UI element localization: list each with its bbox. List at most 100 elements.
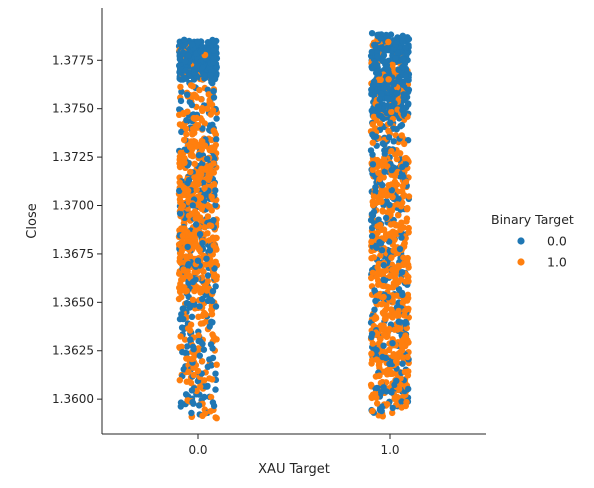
- data-point: [196, 303, 203, 310]
- data-point: [199, 240, 206, 247]
- data-point: [212, 244, 219, 252]
- legend: Binary Target 0.0 1.0: [491, 212, 574, 270]
- data-point: [404, 204, 411, 212]
- data-point: [388, 166, 395, 174]
- data-point: [368, 211, 376, 218]
- data-point: [368, 333, 375, 341]
- data-point: [197, 48, 205, 55]
- data-point: [178, 128, 185, 136]
- data-point: [393, 358, 400, 365]
- data-point: [188, 409, 195, 417]
- data-point: [211, 265, 218, 272]
- data-point: [395, 75, 402, 82]
- data-point: [184, 268, 191, 275]
- data-point: [379, 140, 386, 147]
- data-point: [386, 201, 393, 209]
- data-point: [382, 58, 389, 65]
- data-point: [189, 125, 197, 133]
- data-point: [209, 288, 217, 295]
- data-point: [185, 176, 193, 184]
- data-point: [383, 301, 390, 308]
- data-point: [405, 193, 413, 200]
- data-point: [204, 213, 212, 220]
- data-point: [189, 202, 196, 209]
- legend-title: Binary Target: [491, 212, 574, 227]
- data-point: [399, 63, 406, 71]
- data-point: [388, 254, 395, 261]
- data-point: [369, 407, 376, 415]
- data-point: [208, 311, 216, 318]
- data-point: [183, 131, 190, 138]
- data-point: [402, 44, 409, 51]
- data-point: [201, 393, 208, 401]
- data-point: [381, 147, 388, 154]
- data-point: [193, 186, 200, 193]
- data-point: [179, 275, 187, 283]
- data-point: [194, 122, 202, 129]
- data-point: [178, 248, 185, 255]
- data-point: [397, 226, 404, 234]
- data-point: [402, 278, 409, 285]
- data-point: [183, 378, 190, 385]
- data-point: [191, 287, 198, 295]
- data-point: [398, 347, 406, 354]
- data-point: [374, 400, 381, 407]
- data-point: [176, 179, 183, 186]
- data-point: [209, 107, 217, 114]
- data-point: [183, 117, 190, 124]
- data-point: [176, 315, 184, 323]
- data-point: [389, 404, 396, 412]
- data-point: [373, 292, 381, 299]
- data-point: [389, 340, 396, 347]
- data-point: [369, 269, 376, 276]
- data-point: [378, 198, 385, 205]
- data-point: [192, 221, 200, 228]
- data-point: [196, 231, 204, 238]
- data-point: [378, 90, 385, 97]
- data-point: [370, 78, 378, 85]
- data-point: [182, 253, 190, 260]
- data-point: [403, 218, 410, 225]
- data-point: [177, 83, 184, 91]
- data-point: [390, 247, 397, 254]
- data-point: [181, 155, 188, 162]
- data-point: [374, 156, 381, 164]
- data-point: [387, 221, 395, 228]
- data-point: [395, 212, 402, 219]
- data-point: [381, 168, 388, 175]
- data-point: [378, 247, 386, 254]
- data-point: [383, 44, 391, 52]
- data-point: [372, 184, 379, 191]
- data-point: [370, 193, 378, 200]
- data-point: [190, 346, 197, 353]
- data-point: [374, 229, 381, 236]
- data-point: [381, 331, 388, 338]
- data-point: [194, 257, 202, 264]
- data-points: [175, 30, 413, 422]
- data-point: [379, 181, 386, 189]
- data-point: [188, 355, 196, 363]
- data-point: [181, 336, 189, 343]
- data-point: [382, 102, 389, 109]
- data-point: [386, 325, 393, 333]
- data-point: [204, 363, 211, 370]
- data-point: [380, 293, 387, 301]
- data-point: [375, 361, 383, 369]
- data-point: [185, 187, 192, 194]
- legend-label: 0.0: [547, 234, 567, 249]
- data-point: [390, 81, 397, 88]
- data-point: [178, 311, 185, 318]
- data-point: [190, 66, 198, 73]
- data-point: [405, 305, 412, 312]
- data-point: [195, 337, 202, 345]
- data-point: [385, 134, 393, 141]
- data-point: [212, 283, 219, 290]
- data-point: [399, 360, 406, 367]
- data-point: [202, 261, 209, 268]
- data-point: [203, 255, 210, 262]
- y-tick-label: 1.3625: [52, 344, 94, 358]
- data-point: [391, 172, 399, 180]
- data-point: [387, 119, 394, 127]
- data-point: [179, 232, 186, 239]
- data-point: [405, 339, 412, 346]
